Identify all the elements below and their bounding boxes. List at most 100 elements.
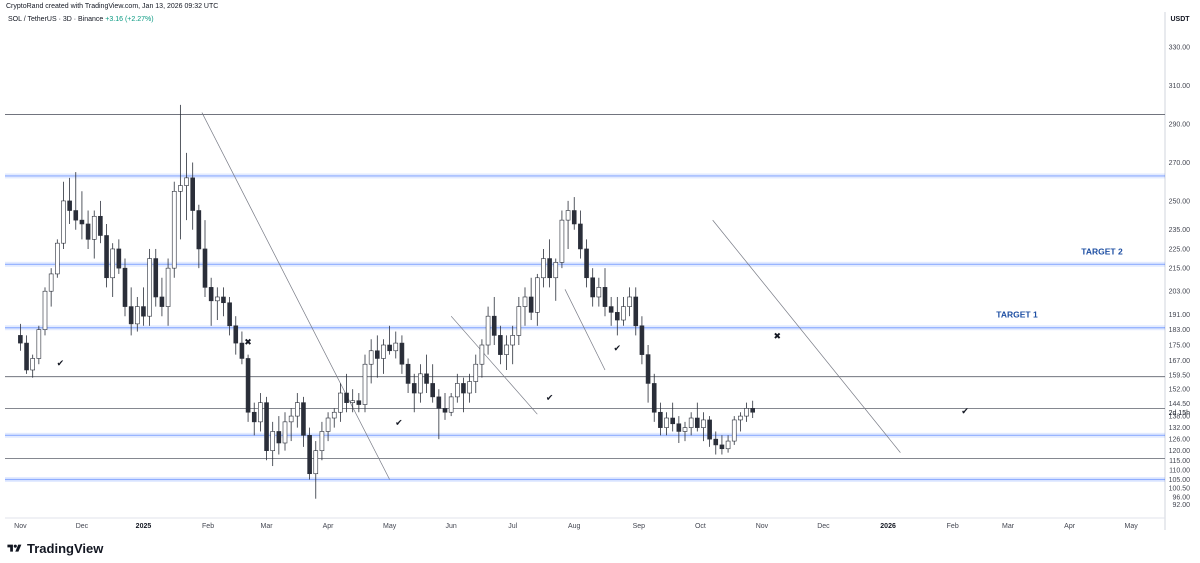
candle-body-down (85, 223, 91, 240)
candle (688, 412, 694, 436)
candle (135, 296, 140, 332)
candle-body-down (411, 383, 417, 394)
price-tick: 203.00 (1169, 289, 1191, 296)
symbol-name: SOL / TetherUS · 3D · Binance (8, 16, 104, 23)
candle-body-up (258, 402, 263, 423)
candle (73, 172, 79, 230)
time-tick: Apr (1064, 523, 1076, 530)
candle (55, 239, 60, 278)
candle-body-up (282, 421, 288, 444)
candle (627, 287, 632, 317)
candle (448, 393, 454, 417)
candle (559, 210, 565, 269)
candle (245, 354, 251, 422)
candle-body-down (633, 296, 639, 327)
candle-body-up (393, 342, 399, 352)
candle-body-up (350, 400, 355, 403)
zone-band (5, 432, 1165, 438)
time-tick: Mar (1002, 523, 1015, 530)
candle-body-up (725, 440, 731, 450)
price-tick: 167.00 (1169, 358, 1191, 365)
candle-body-up (504, 344, 509, 355)
price-tick: 100.50 (1169, 486, 1191, 493)
candle (528, 277, 534, 321)
candle (510, 325, 515, 365)
candle (498, 325, 503, 365)
candle (270, 421, 275, 467)
candle-body-up (368, 350, 374, 365)
price-tick: 183.00 (1169, 327, 1191, 334)
candle-body-down (239, 342, 245, 359)
price-tick: 138.00 (1169, 414, 1191, 421)
candle-body-down (208, 287, 214, 302)
candle-body-down (98, 215, 103, 236)
candle-body-down (584, 248, 589, 279)
candle (165, 258, 171, 326)
candle-body-up (215, 296, 220, 302)
candle-body-down (461, 383, 466, 394)
candle-body-down (24, 342, 29, 371)
candle (393, 331, 399, 359)
zone-band (5, 476, 1165, 482)
candle (744, 402, 749, 422)
candle-body-down (639, 325, 645, 355)
candle-body-down (344, 392, 349, 403)
candle (221, 287, 226, 317)
candle-body-down (670, 417, 675, 425)
candle (590, 268, 595, 307)
price-tick: 215.00 (1169, 266, 1191, 273)
candle (178, 104, 183, 240)
candle-body-down (491, 315, 497, 336)
candle (264, 396, 269, 461)
candle-body-up (701, 419, 706, 428)
candle-body-up (510, 335, 515, 346)
candle-body-down (159, 296, 165, 307)
candle (122, 258, 128, 317)
candle (430, 364, 435, 403)
candle (473, 354, 479, 394)
candle (18, 323, 23, 351)
candle-body-down (18, 335, 23, 344)
candle-body-up (541, 258, 546, 279)
price-tick: 310.00 (1169, 83, 1191, 90)
candle (645, 345, 651, 403)
candle-body-up (331, 411, 337, 419)
tradingview-brand[interactable]: TradingView (6, 541, 103, 556)
candle-body-up (165, 267, 171, 307)
price-tick: 115.00 (1169, 458, 1190, 465)
check-marker-icon: ✔ (546, 394, 554, 404)
time-tick: Jun (446, 523, 457, 530)
candle (387, 325, 392, 355)
candle-body-up (522, 296, 528, 307)
candle-body-down (750, 408, 755, 413)
candle (707, 416, 712, 447)
candle-body-up (270, 431, 275, 451)
candle-body-down (221, 296, 226, 304)
chart-credit: CryptoRand created with TradingView.com,… (6, 3, 219, 10)
candle (571, 197, 577, 230)
price-tick: 270.00 (1169, 160, 1191, 167)
candle-body-up (110, 248, 115, 279)
candle (541, 248, 546, 288)
candle (48, 268, 54, 307)
candle (584, 239, 589, 288)
time-tick: May (1125, 523, 1139, 530)
candle (411, 373, 417, 413)
symbol-legend: SOL / TetherUS · 3D · Binance +3.16 (+2.… (8, 16, 154, 23)
candle (67, 177, 72, 224)
candle (85, 210, 91, 249)
candle (338, 383, 343, 422)
candle-body-down (67, 200, 72, 211)
candle-body-down (153, 258, 159, 298)
price-tick: 250.00 (1169, 198, 1191, 205)
candle (233, 316, 239, 355)
time-tick: Jul (508, 523, 517, 530)
price-tick: 330.00 (1169, 45, 1191, 52)
candle-body-down (707, 419, 712, 440)
candle (651, 373, 657, 422)
candle-body-down (116, 248, 122, 269)
candle (116, 239, 122, 274)
candle (467, 373, 472, 403)
candle (424, 354, 429, 394)
